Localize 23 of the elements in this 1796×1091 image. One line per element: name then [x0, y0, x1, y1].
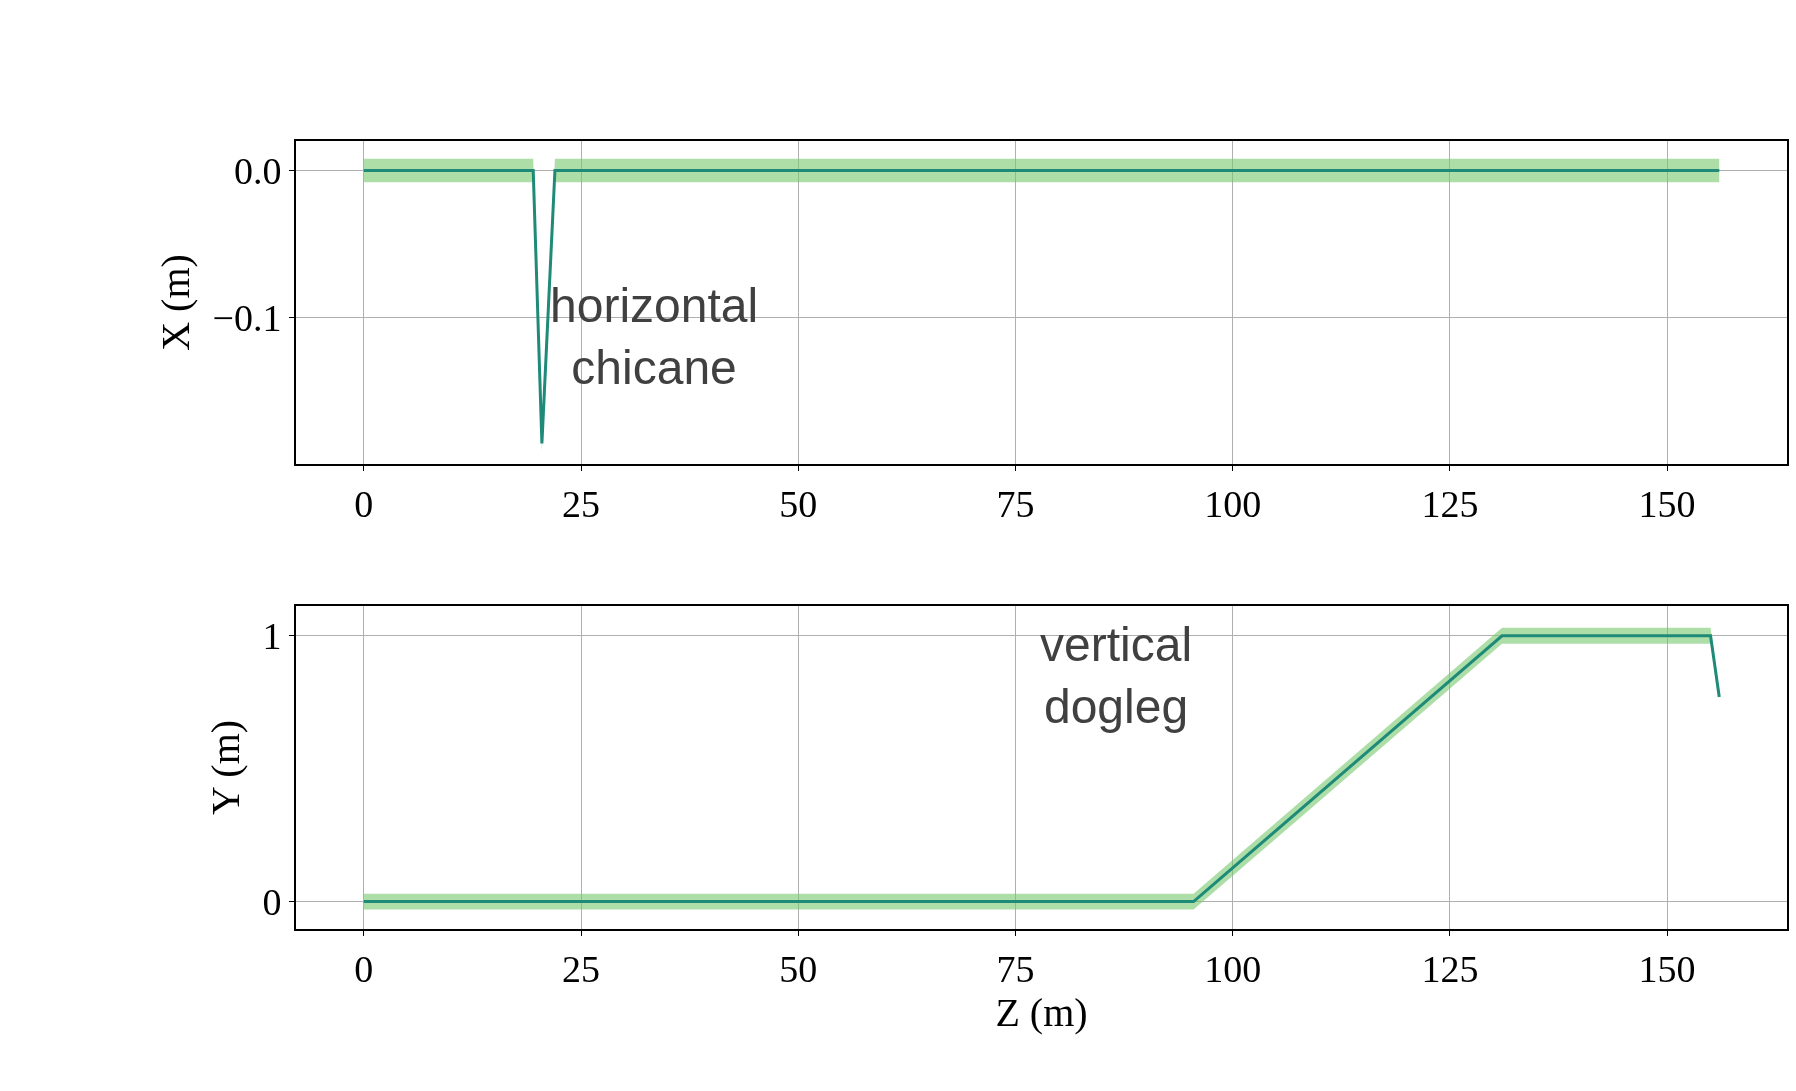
y-axis-title: Y (m): [203, 719, 249, 816]
x-tick-label: 25: [562, 482, 600, 525]
x-tick-label: 0: [354, 482, 374, 525]
x-axis-title: Z (m): [995, 989, 1088, 1035]
annotation: vertical dogleg: [1040, 618, 1193, 734]
y-tick-label: 0.0: [233, 149, 282, 192]
x-tick-label: 0: [354, 947, 374, 990]
x-tick-label: 125: [1421, 947, 1479, 990]
x-tick-label: 100: [1204, 482, 1262, 525]
x-tick-label: 150: [1638, 947, 1696, 990]
x-tick-label: 50: [779, 947, 818, 990]
y-tick-label: −0.1: [212, 297, 282, 340]
y-axis-title: X (m): [153, 254, 199, 351]
y-tick-label: 0: [262, 880, 282, 923]
annotation: horizontal chicane: [550, 279, 759, 395]
x-tick-label: 100: [1204, 947, 1262, 990]
y-tick-label: 1: [262, 615, 282, 658]
x-tick-label: 150: [1638, 482, 1696, 525]
x-tick-label: 75: [996, 482, 1035, 525]
x-tick-label: 25: [562, 947, 600, 990]
x-tick-label: 75: [996, 947, 1035, 990]
x-tick-label: 125: [1421, 482, 1479, 525]
x-tick-label: 50: [779, 482, 818, 525]
